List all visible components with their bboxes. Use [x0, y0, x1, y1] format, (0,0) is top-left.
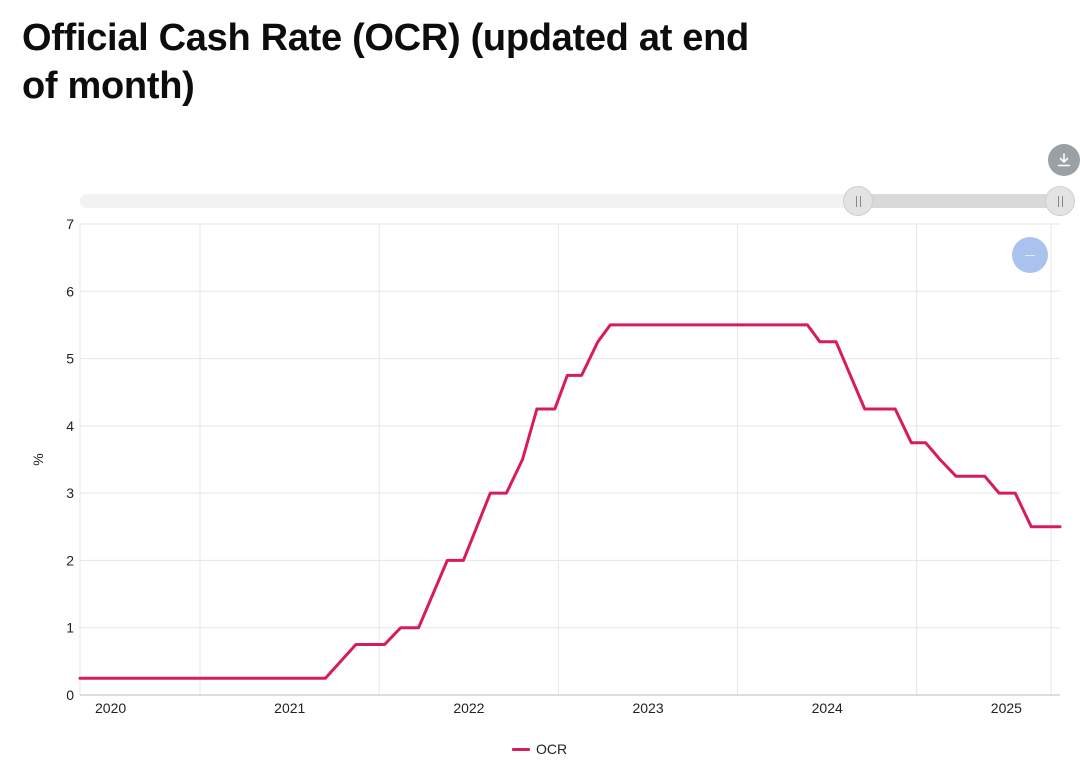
- x-tick-label: 2021: [274, 700, 305, 716]
- x-tick-label: 2023: [632, 700, 663, 716]
- y-tick-label: 3: [66, 485, 74, 501]
- zoom-out-button[interactable]: [1012, 237, 1048, 273]
- chart-title: Official Cash Rate (OCR) (updated at end…: [22, 17, 749, 107]
- legend-item-ocr[interactable]: OCR: [512, 741, 567, 757]
- range-handle-right[interactable]: [1045, 186, 1075, 216]
- y-tick-label: 7: [66, 216, 74, 232]
- y-axis-label: %: [30, 453, 46, 465]
- y-tick-label: 5: [66, 351, 74, 367]
- minus-icon: [1025, 254, 1035, 256]
- range-navigator-track[interactable]: [80, 194, 1060, 208]
- series-line-ocr: [78, 323, 1062, 680]
- y-tick-label: 4: [66, 418, 74, 434]
- legend-label: OCR: [536, 741, 568, 757]
- range-handle-left[interactable]: [843, 186, 873, 216]
- x-tick-label: 2022: [453, 700, 484, 716]
- y-tick-label: 2: [66, 552, 74, 568]
- y-tick-label: 0: [66, 687, 74, 703]
- x-tick-label: 2024: [812, 700, 843, 716]
- download-button[interactable]: [1048, 144, 1080, 176]
- download-icon: [1057, 153, 1071, 167]
- range-navigator-selection[interactable]: [858, 194, 1060, 208]
- legend-swatch: [512, 747, 530, 751]
- x-tick-label: 2020: [95, 700, 126, 716]
- x-tick-label: 2025: [991, 700, 1022, 716]
- y-tick-label: 6: [66, 283, 74, 299]
- y-tick-label: 1: [66, 620, 74, 636]
